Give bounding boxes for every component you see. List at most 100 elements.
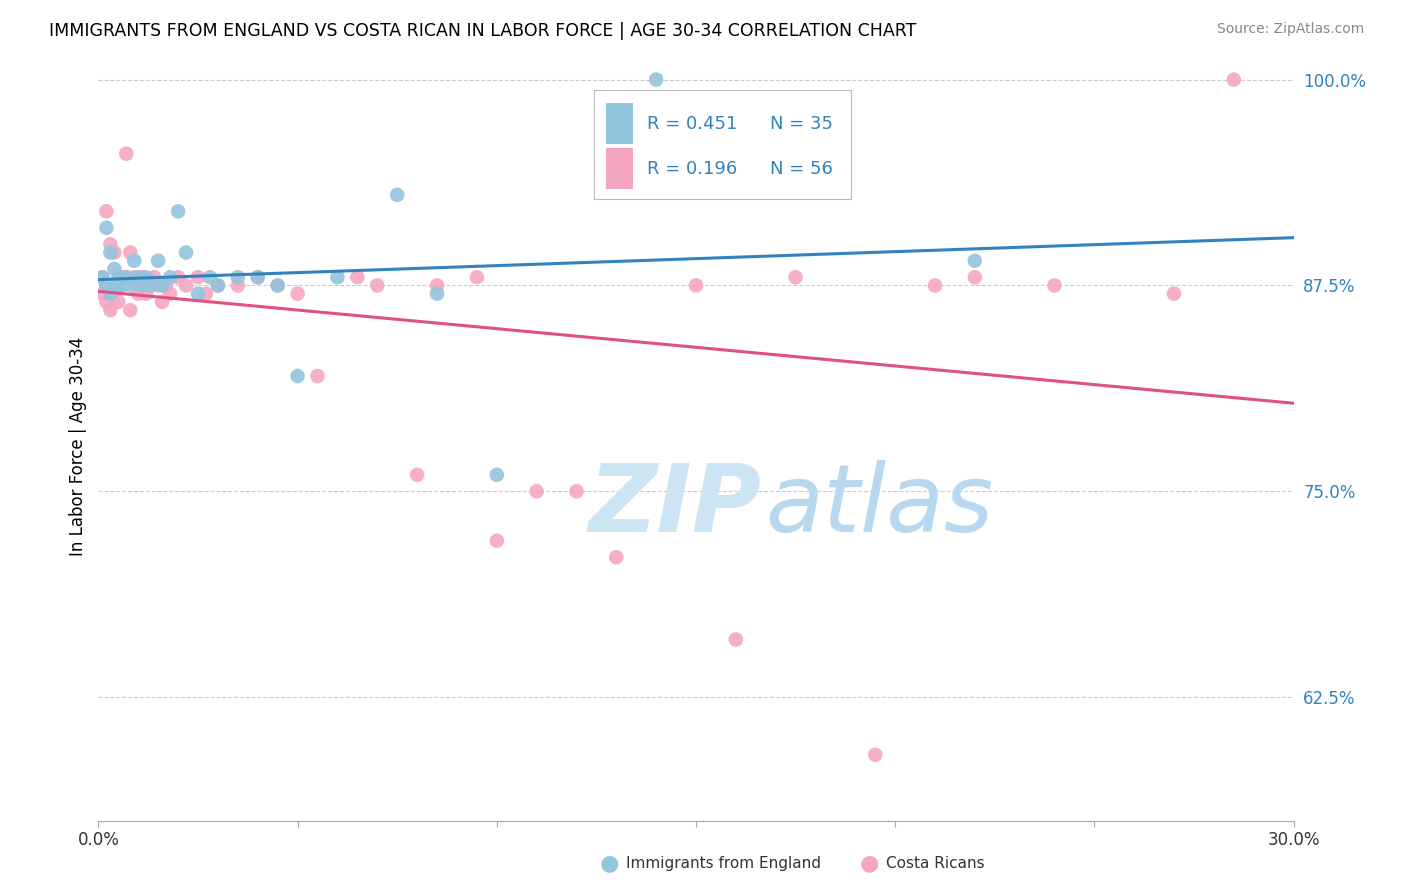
Point bbox=[98, 237, 122, 252]
Text: N = 35: N = 35 bbox=[770, 115, 834, 133]
Point bbox=[485, 467, 508, 482]
Point bbox=[287, 286, 309, 301]
Point bbox=[135, 286, 157, 301]
Point bbox=[107, 294, 129, 309]
Point bbox=[645, 72, 668, 87]
Point bbox=[267, 278, 290, 293]
Point bbox=[195, 286, 218, 301]
Point bbox=[963, 270, 986, 285]
Text: ●: ● bbox=[859, 854, 879, 873]
Point bbox=[526, 484, 548, 499]
Text: ●: ● bbox=[599, 854, 619, 873]
Point bbox=[98, 286, 122, 301]
Point bbox=[174, 245, 197, 260]
Point bbox=[267, 278, 290, 293]
Point bbox=[174, 278, 197, 293]
Text: Immigrants from England: Immigrants from England bbox=[626, 856, 821, 871]
Point bbox=[135, 270, 157, 285]
Point bbox=[605, 550, 627, 565]
Text: Source: ZipAtlas.com: Source: ZipAtlas.com bbox=[1216, 22, 1364, 37]
Point bbox=[685, 278, 707, 293]
Point bbox=[96, 204, 118, 219]
Point bbox=[107, 270, 129, 285]
Point bbox=[131, 278, 153, 293]
Point bbox=[103, 262, 125, 277]
Point bbox=[148, 253, 170, 268]
Point bbox=[143, 270, 166, 285]
Point bbox=[150, 278, 173, 293]
Point bbox=[426, 286, 449, 301]
Point bbox=[287, 369, 309, 384]
Point bbox=[1163, 286, 1185, 301]
Point bbox=[307, 369, 329, 384]
Point bbox=[1223, 72, 1246, 87]
Text: ZIP: ZIP bbox=[589, 460, 762, 552]
Point bbox=[103, 278, 125, 293]
FancyBboxPatch shape bbox=[606, 148, 633, 189]
Point bbox=[124, 270, 146, 285]
Point bbox=[406, 467, 429, 482]
Point bbox=[326, 270, 349, 285]
Point bbox=[139, 278, 162, 293]
Point bbox=[207, 278, 229, 293]
Point bbox=[127, 270, 149, 285]
Point bbox=[107, 278, 129, 293]
Point bbox=[98, 278, 122, 293]
Text: R = 0.196: R = 0.196 bbox=[647, 160, 737, 178]
Point bbox=[96, 278, 118, 293]
Point bbox=[385, 187, 409, 202]
FancyBboxPatch shape bbox=[606, 103, 633, 145]
Text: R = 0.451: R = 0.451 bbox=[647, 115, 737, 133]
Point bbox=[91, 270, 114, 285]
Point bbox=[426, 278, 449, 293]
Point bbox=[159, 270, 181, 285]
Point bbox=[159, 286, 181, 301]
Point bbox=[91, 286, 114, 301]
Point bbox=[131, 270, 153, 285]
Point bbox=[187, 286, 209, 301]
Point bbox=[111, 270, 134, 285]
Point bbox=[96, 220, 118, 235]
Point bbox=[103, 245, 125, 260]
Point bbox=[198, 270, 221, 285]
Text: N = 56: N = 56 bbox=[770, 160, 832, 178]
FancyBboxPatch shape bbox=[595, 90, 852, 199]
Point bbox=[565, 484, 588, 499]
Point bbox=[167, 204, 190, 219]
Point bbox=[226, 270, 249, 285]
Point bbox=[127, 286, 149, 301]
Point bbox=[207, 278, 229, 293]
Point bbox=[96, 278, 118, 293]
Point bbox=[91, 270, 114, 285]
Point bbox=[103, 278, 125, 293]
Text: atlas: atlas bbox=[765, 460, 994, 551]
Point bbox=[226, 278, 249, 293]
Point bbox=[924, 278, 946, 293]
Point bbox=[120, 303, 142, 318]
Point bbox=[963, 253, 986, 268]
Point bbox=[785, 270, 807, 285]
Point bbox=[98, 245, 122, 260]
Point bbox=[465, 270, 488, 285]
Point bbox=[366, 278, 388, 293]
Point bbox=[246, 270, 269, 285]
Point bbox=[346, 270, 368, 285]
Point bbox=[115, 270, 138, 285]
Point bbox=[150, 294, 173, 309]
Point bbox=[139, 278, 162, 293]
Point bbox=[115, 146, 138, 161]
Point bbox=[115, 270, 138, 285]
Point bbox=[865, 747, 887, 762]
Point bbox=[107, 278, 129, 293]
Text: IMMIGRANTS FROM ENGLAND VS COSTA RICAN IN LABOR FORCE | AGE 30-34 CORRELATION CH: IMMIGRANTS FROM ENGLAND VS COSTA RICAN I… bbox=[49, 22, 917, 40]
Point bbox=[148, 278, 170, 293]
Point bbox=[187, 270, 209, 285]
Point bbox=[155, 278, 177, 293]
Point bbox=[724, 632, 747, 647]
Y-axis label: In Labor Force | Age 30-34: In Labor Force | Age 30-34 bbox=[69, 336, 87, 556]
Point bbox=[120, 245, 142, 260]
Text: Costa Ricans: Costa Ricans bbox=[886, 856, 984, 871]
Point bbox=[485, 533, 508, 548]
Point bbox=[246, 270, 269, 285]
Point bbox=[96, 294, 118, 309]
